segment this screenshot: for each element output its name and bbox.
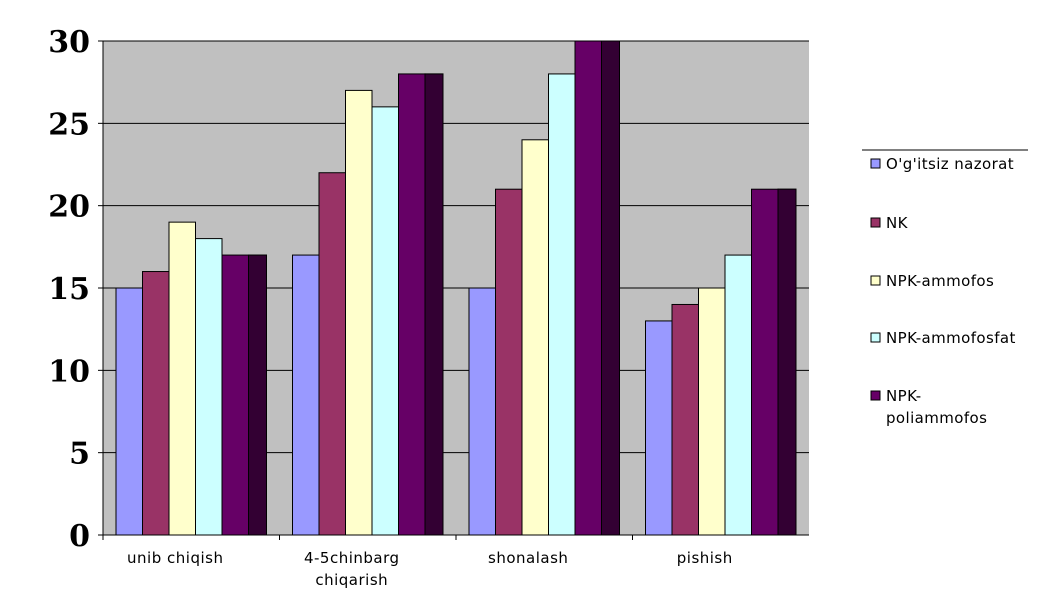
x-tick-labels: unib chiqish 4-5chinbarg chiqarish shonalas… xyxy=(102,535,733,589)
x-tick-label: unib chiqish xyxy=(127,549,223,567)
bar xyxy=(142,271,170,536)
bar xyxy=(221,254,249,536)
bars xyxy=(115,40,797,536)
bar xyxy=(645,320,673,536)
legend-label: NK xyxy=(886,214,909,232)
bar xyxy=(371,106,399,536)
bar-depth xyxy=(777,188,797,536)
legend-label: NPK- xyxy=(886,387,922,405)
bar xyxy=(521,139,549,536)
legend-swatch xyxy=(870,275,881,286)
bar xyxy=(318,172,346,536)
legend-label: NPK-ammofos xyxy=(886,272,994,290)
y-tick-label: 5 xyxy=(69,437,90,472)
bar xyxy=(195,238,223,536)
bar xyxy=(548,73,576,536)
legend: O'g'itsiz nazorat NK NPK-ammofos NPK-ammofo… xyxy=(862,149,1028,427)
bar xyxy=(671,303,699,536)
bar xyxy=(724,254,752,536)
bar-depth xyxy=(424,73,444,536)
bar xyxy=(751,188,779,536)
bar-depth xyxy=(601,40,620,536)
bar xyxy=(495,188,523,536)
x-tick-label: pishish xyxy=(677,549,733,567)
bar xyxy=(698,287,726,536)
bar xyxy=(292,254,320,536)
y-tick-label: 30 xyxy=(48,25,90,60)
legend-label: O'g'itsiz nazorat xyxy=(886,155,1014,173)
bar xyxy=(345,89,373,536)
y-tick-labels: 0 5 10 15 20 25 30 xyxy=(48,25,103,554)
bar xyxy=(574,40,602,536)
y-tick-label: 10 xyxy=(48,354,90,389)
y-tick-label: 20 xyxy=(48,190,90,225)
x-tick-label: shonalash xyxy=(488,549,568,567)
legend-swatch xyxy=(870,158,881,169)
bar xyxy=(398,73,426,536)
x-tick-label: 4-5chinbarg xyxy=(304,549,400,567)
bar xyxy=(168,221,196,536)
y-tick-label: 0 xyxy=(69,519,90,554)
bar xyxy=(115,287,143,536)
x-tick-label: chiqarish xyxy=(315,571,388,589)
bar xyxy=(468,287,496,536)
legend-swatch xyxy=(870,390,881,401)
legend-label: poliammofos xyxy=(886,409,987,427)
legend-swatch xyxy=(870,217,881,228)
legend-swatch xyxy=(870,332,881,343)
y-tick-label: 15 xyxy=(48,272,90,307)
legend-label: NPK-ammofosfat xyxy=(886,329,1016,347)
bar-depth xyxy=(248,254,267,536)
y-tick-label: 25 xyxy=(48,107,90,142)
